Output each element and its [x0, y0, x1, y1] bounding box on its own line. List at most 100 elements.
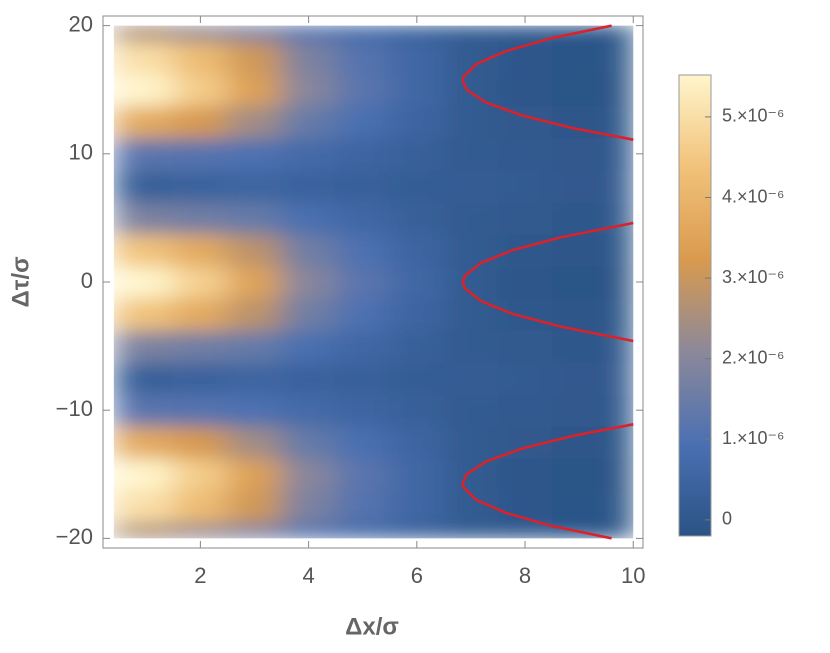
- density-cell: [389, 73, 445, 107]
- density-cell: [443, 137, 499, 171]
- density-cell: [335, 73, 391, 107]
- density-cell: [113, 489, 174, 523]
- density-cell: [605, 489, 634, 523]
- density-cell: [113, 25, 174, 43]
- density-cell: [226, 297, 283, 331]
- density-cell: [172, 233, 228, 267]
- density-cell: [551, 41, 607, 75]
- density-cell: [281, 265, 337, 299]
- density-cell: [281, 425, 337, 459]
- density-cell: [172, 521, 228, 539]
- density-cell: [335, 521, 391, 539]
- density-cell: [389, 521, 445, 539]
- density-cell: [389, 201, 445, 235]
- y-tick-label: 10: [69, 140, 93, 165]
- density-cell: [335, 361, 391, 395]
- contour-line: [461, 24, 634, 141]
- density-cell: [281, 393, 337, 427]
- density-cell: [389, 25, 445, 43]
- density-cell: [389, 361, 445, 395]
- density-cell: [281, 297, 337, 331]
- density-cell: [113, 41, 174, 75]
- density-cell: [226, 425, 283, 459]
- density-cell: [113, 361, 174, 395]
- density-cell: [172, 329, 228, 363]
- density-cell: [335, 201, 391, 235]
- density-cell: [172, 265, 228, 299]
- density-cell: [389, 169, 445, 203]
- density-cell: [172, 41, 228, 75]
- x-tick-label: 6: [411, 563, 423, 588]
- colorbar-tick-label: 3.×10⁻⁶: [722, 267, 784, 287]
- density-cell: [605, 425, 634, 459]
- density-cell: [226, 361, 283, 395]
- colorbar-tick-label: 5.×10⁻⁶: [722, 106, 784, 126]
- density-cell: [443, 457, 499, 491]
- density-cell: [281, 41, 337, 75]
- x-tick-label: 8: [519, 563, 531, 588]
- density-cell: [113, 137, 174, 171]
- density-cell: [605, 297, 634, 331]
- density-cell: [113, 425, 174, 459]
- density-cell: [172, 297, 228, 331]
- density-cell: [172, 457, 228, 491]
- density-cell: [335, 457, 391, 491]
- density-cell: [226, 521, 283, 539]
- density-cell: [443, 25, 499, 43]
- density-cell: [226, 41, 283, 75]
- density-cell: [226, 169, 283, 203]
- density-cell: [226, 73, 283, 107]
- density-cell: [113, 521, 174, 539]
- density-cell: [172, 73, 228, 107]
- density-cell: [113, 393, 174, 427]
- density-cell: [113, 233, 174, 267]
- density-cell: [226, 201, 283, 235]
- density-cell: [551, 73, 607, 107]
- density-field: [113, 25, 634, 539]
- density-cell: [172, 105, 228, 139]
- density-cell: [281, 489, 337, 523]
- density-cell: [605, 457, 634, 491]
- contour-line: [461, 221, 634, 343]
- density-cell: [497, 137, 553, 171]
- density-cell: [605, 25, 634, 43]
- density-cell: [443, 425, 499, 459]
- y-axis-label: Δτ/σ: [7, 256, 34, 307]
- density-cell: [605, 73, 634, 107]
- density-cell: [497, 457, 553, 491]
- density-cell: [605, 137, 634, 171]
- density-cell: [172, 201, 228, 235]
- density-cell: [551, 489, 607, 523]
- density-cell: [389, 265, 445, 299]
- density-cell: [389, 41, 445, 75]
- density-cell: [605, 41, 634, 75]
- colorbar-tick-label: 4.×10⁻⁶: [722, 186, 784, 206]
- density-cell: [281, 25, 337, 43]
- density-cell: [605, 265, 634, 299]
- density-cell: [551, 297, 607, 331]
- y-tick-label: −10: [56, 396, 93, 421]
- density-cell: [335, 489, 391, 523]
- density-cell: [497, 73, 553, 107]
- density-cell: [226, 489, 283, 523]
- colorbar-tick-label: 0: [722, 509, 732, 529]
- density-cell: [443, 521, 499, 539]
- density-cell: [226, 393, 283, 427]
- density-cell: [281, 105, 337, 139]
- density-cell: [605, 329, 634, 363]
- density-cell: [551, 233, 607, 267]
- density-cell: [335, 425, 391, 459]
- density-cell: [226, 105, 283, 139]
- density-cell: [172, 169, 228, 203]
- density-cell: [497, 521, 553, 539]
- density-cell: [335, 265, 391, 299]
- density-cell: [335, 105, 391, 139]
- colorbar-tick-label: 2.×10⁻⁶: [722, 347, 784, 367]
- density-cell: [389, 489, 445, 523]
- density-cell: [113, 169, 174, 203]
- density-cell: [172, 361, 228, 395]
- density-cell: [497, 169, 553, 203]
- density-cell: [172, 425, 228, 459]
